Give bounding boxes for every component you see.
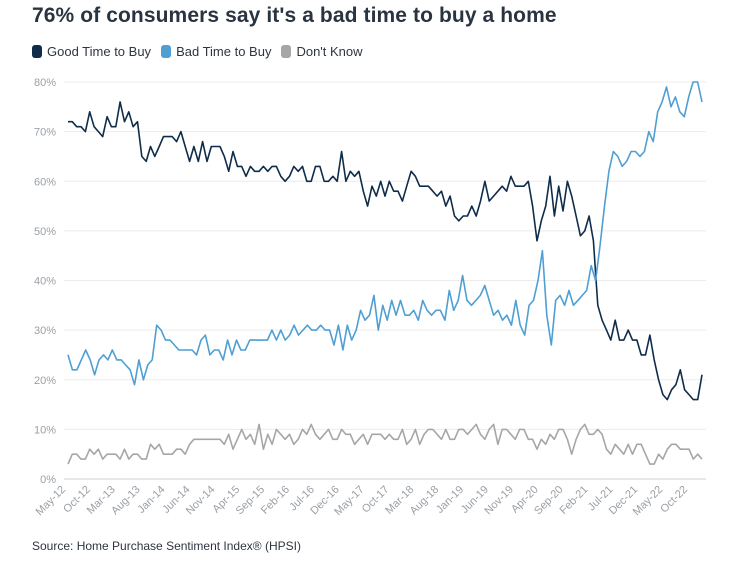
legend-swatch-bad xyxy=(161,45,172,58)
legend-item-good: Good Time to Buy xyxy=(32,44,151,59)
y-tick-label: 30% xyxy=(34,325,56,337)
y-tick-label: 60% xyxy=(34,176,56,188)
chart-source-note: Source: Home Purchase Sentiment Index® (… xyxy=(32,539,301,553)
x-tick-label: May-12 xyxy=(34,484,68,518)
series-line-bad-time-to-buy xyxy=(67,81,703,386)
legend-item-dont-know: Don't Know xyxy=(281,44,363,59)
y-tick-label: 70% xyxy=(34,127,56,139)
legend-item-bad: Bad Time to Buy xyxy=(161,44,271,59)
legend-swatch-dont-know xyxy=(281,45,292,58)
y-tick-label: 50% xyxy=(34,226,56,238)
legend-label-bad: Bad Time to Buy xyxy=(176,44,272,59)
x-tick-label: Feb-16 xyxy=(259,484,292,517)
y-tick-label: 20% xyxy=(34,375,56,387)
y-tick-label: 10% xyxy=(34,424,56,436)
x-tick-label: Oct-22 xyxy=(658,484,690,516)
series-line-good-time-to-buy xyxy=(68,101,703,401)
legend-label-good: Good Time to Buy xyxy=(47,44,152,59)
y-tick-label: 40% xyxy=(34,276,56,288)
legend-label-dont-know: Don't Know xyxy=(296,44,363,59)
chart-title: 76% of consumers say it's a bad time to … xyxy=(32,4,557,27)
legend-swatch-good xyxy=(32,45,42,58)
y-tick-label: 0% xyxy=(40,474,56,486)
y-tick-label: 80% xyxy=(34,77,56,89)
chart-legend: Good Time to Buy Bad Time to Buy Don't K… xyxy=(32,44,363,59)
x-tick-label: Feb-21 xyxy=(557,484,590,517)
series-line-dont-know xyxy=(67,423,703,465)
